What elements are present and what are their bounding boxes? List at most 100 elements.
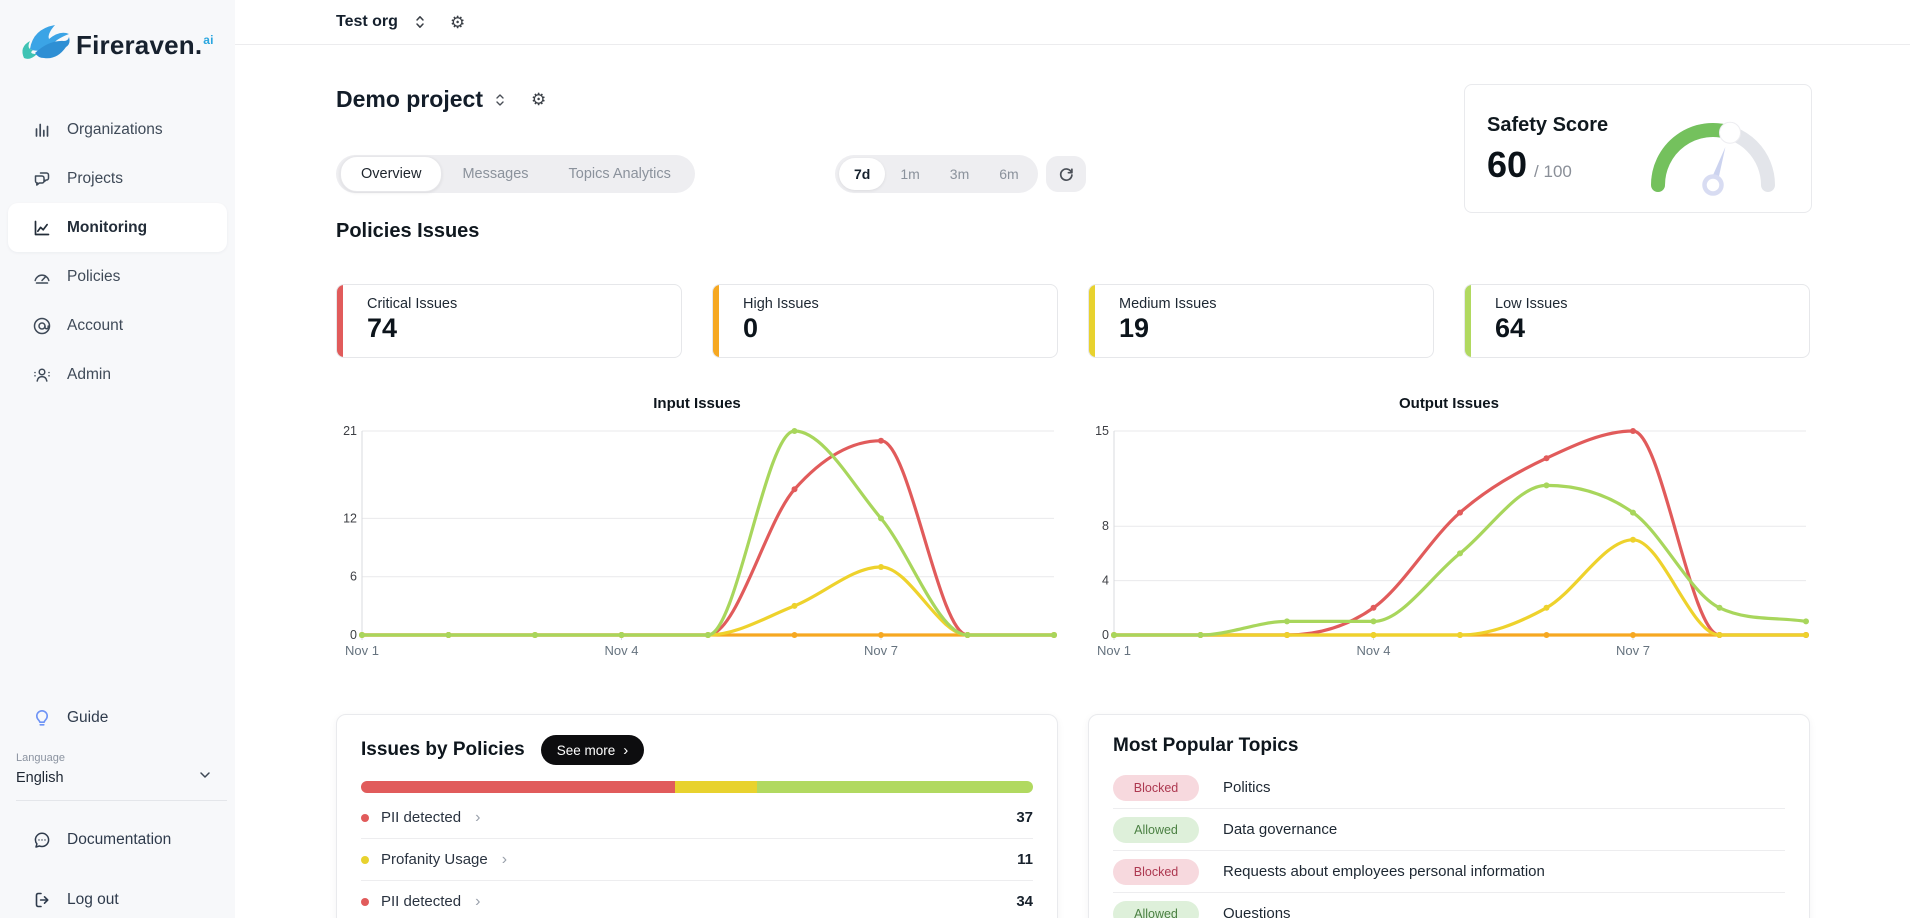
policy-distribution-bar — [361, 781, 1033, 793]
svg-text:Nov 4: Nov 4 — [605, 643, 639, 658]
input-issues-plot: 0 6 12 21 Nov 1 Nov 4 Nov 7 — [343, 424, 1057, 658]
see-more-button[interactable]: See more › — [540, 735, 645, 765]
sidebar-item-logout[interactable]: Log out — [8, 875, 227, 918]
policy-count: 34 — [1016, 893, 1033, 910]
org-chart-icon — [32, 120, 52, 140]
svg-text:15: 15 — [1095, 424, 1109, 438]
brand-logo: Fireraven.ai — [18, 20, 214, 71]
topic-row-questions: Allowed Questions — [1113, 893, 1785, 918]
tab-overview[interactable]: Overview — [340, 156, 443, 192]
input-issues-chart: Input Issues 0 6 12 21 Nov 1 Nov 4 Nov 7 — [336, 395, 1058, 672]
language-select[interactable]: English — [16, 767, 213, 788]
time-range-1m[interactable]: 1m — [900, 166, 920, 182]
sidebar-item-monitoring[interactable]: Monitoring — [8, 203, 227, 252]
policies-icon — [32, 267, 52, 287]
input-issues-chart-title: Input Issues — [653, 395, 741, 412]
safety-score-card: Safety Score 60 / 100 — [1464, 84, 1812, 213]
documentation-label: Documentation — [67, 830, 172, 848]
sidebar-item-documentation[interactable]: Documentation — [8, 815, 227, 864]
time-range-6m[interactable]: 6m — [999, 166, 1019, 182]
refresh-button[interactable] — [1046, 156, 1086, 192]
policy-count: 11 — [1017, 851, 1033, 868]
sidebar-item-label: Policies — [67, 267, 121, 285]
svg-text:6: 6 — [350, 570, 357, 584]
sidebar-item-projects[interactable]: Projects — [8, 154, 227, 203]
series-critical-line — [360, 439, 1056, 637]
stat-card-value: 0 — [743, 313, 759, 343]
distribution-segment — [361, 781, 676, 793]
issues-by-policies-card: Issues by Policies See more › PII detecte… — [336, 714, 1058, 918]
stat-card-label: Low Issues — [1495, 296, 1568, 312]
status-badge: Blocked — [1113, 774, 1199, 801]
time-range-3m[interactable]: 3m — [949, 166, 970, 182]
svg-text:Nov 7: Nov 7 — [864, 643, 898, 658]
stat-card-label: Critical Issues — [367, 296, 458, 312]
policy-row-pii-detected[interactable]: PII detected › 37 — [361, 797, 1033, 839]
lightbulb-icon — [32, 708, 52, 728]
time-range-7d[interactable]: 7d — [839, 158, 886, 190]
svg-text:0: 0 — [350, 628, 357, 642]
policy-label: PII detected — [381, 893, 462, 910]
safety-score-value: 60 — [1487, 144, 1528, 185]
tab-messages[interactable]: Messages — [462, 166, 529, 182]
topic-label: Requests about employees personal inform… — [1223, 863, 1545, 880]
project-settings-gear-icon[interactable]: ⚙ — [530, 90, 547, 109]
stat-card-value: 19 — [1119, 313, 1150, 343]
stat-card-medium-issues: Medium Issues 19 — [1088, 284, 1434, 358]
tab-topics-analytics[interactable]: Topics Analytics — [568, 166, 671, 182]
policy-count: 37 — [1016, 809, 1033, 826]
project-header: Demo project ⚙ — [336, 86, 546, 113]
stat-card-low-issues: Low Issues 64 — [1464, 284, 1810, 358]
stat-card-value: 74 — [367, 313, 398, 343]
stat-card-high-issues: High Issues 0 — [712, 284, 1058, 358]
admin-icon — [32, 365, 52, 385]
severity-accent-bar — [1465, 285, 1471, 357]
language-label: Language — [16, 752, 65, 764]
brand-suffix: ai — [203, 33, 214, 48]
severity-accent-bar — [713, 285, 719, 357]
sidebar-item-policies[interactable]: Policies — [8, 252, 227, 301]
language-value: English — [16, 769, 64, 786]
policy-row-pii-detected[interactable]: PII detected › 34 — [361, 881, 1033, 918]
org-settings-gear-icon[interactable]: ⚙ — [449, 12, 466, 32]
policy-row-profanity-usage[interactable]: Profanity Usage › 11 — [361, 839, 1033, 881]
bird-logo-icon — [18, 20, 70, 71]
stat-card-label: High Issues — [743, 296, 819, 312]
project-title: Demo project — [336, 86, 483, 112]
topic-row-requests-about-employees-personal-information: Blocked Requests about employees persona… — [1113, 851, 1785, 893]
sidebar-item-admin[interactable]: Admin — [8, 350, 227, 399]
severity-accent-bar — [1089, 285, 1095, 357]
org-switcher-chevrons-icon[interactable] — [412, 12, 428, 32]
sidebar-bottom: Guide Language English Docu — [8, 693, 227, 918]
svg-text:21: 21 — [343, 424, 357, 438]
sidebar-nav: Organizations Projects Monitoring Polici… — [8, 105, 227, 399]
svg-text:Nov 1: Nov 1 — [345, 643, 379, 658]
stat-card-critical-issues: Critical Issues 74 — [336, 284, 682, 358]
topbar: Test org ⚙ — [235, 0, 1910, 45]
chevron-right-icon: › — [475, 892, 481, 910]
sidebar-item-organizations[interactable]: Organizations — [8, 105, 227, 154]
brand-name: Fireraven.ai — [76, 30, 214, 60]
safety-score-max: / 100 — [1534, 162, 1572, 181]
project-switcher-chevrons-icon[interactable] — [493, 90, 507, 110]
sidebar-item-account[interactable]: Account — [8, 301, 227, 350]
org-name: Test org — [336, 13, 398, 30]
sidebar-item-guide[interactable]: Guide — [8, 693, 227, 742]
svg-text:0: 0 — [1102, 628, 1109, 642]
projects-icon — [32, 169, 52, 189]
sidebar: Fireraven.ai Organizations Projects Moni… — [0, 0, 235, 918]
topic-rows: Blocked Politics Allowed Data governance… — [1113, 767, 1785, 918]
logout-icon — [32, 890, 52, 910]
severity-dot — [361, 813, 369, 822]
series-low-line — [360, 429, 1056, 637]
status-badge: Allowed — [1113, 900, 1199, 918]
topic-row-data-governance: Allowed Data governance — [1113, 809, 1785, 851]
safety-score-gauge — [1633, 90, 1793, 207]
svg-text:Nov 7: Nov 7 — [1616, 643, 1650, 658]
output-issues-plot: 0 4 8 15 Nov 1 Nov 4 Nov 7 — [1095, 424, 1809, 658]
policy-label: PII detected — [381, 809, 462, 826]
series-critical-line — [1112, 429, 1808, 637]
chevron-right-icon: › — [623, 741, 629, 759]
topic-label: Politics — [1223, 779, 1271, 796]
stat-card-value: 64 — [1495, 313, 1526, 343]
